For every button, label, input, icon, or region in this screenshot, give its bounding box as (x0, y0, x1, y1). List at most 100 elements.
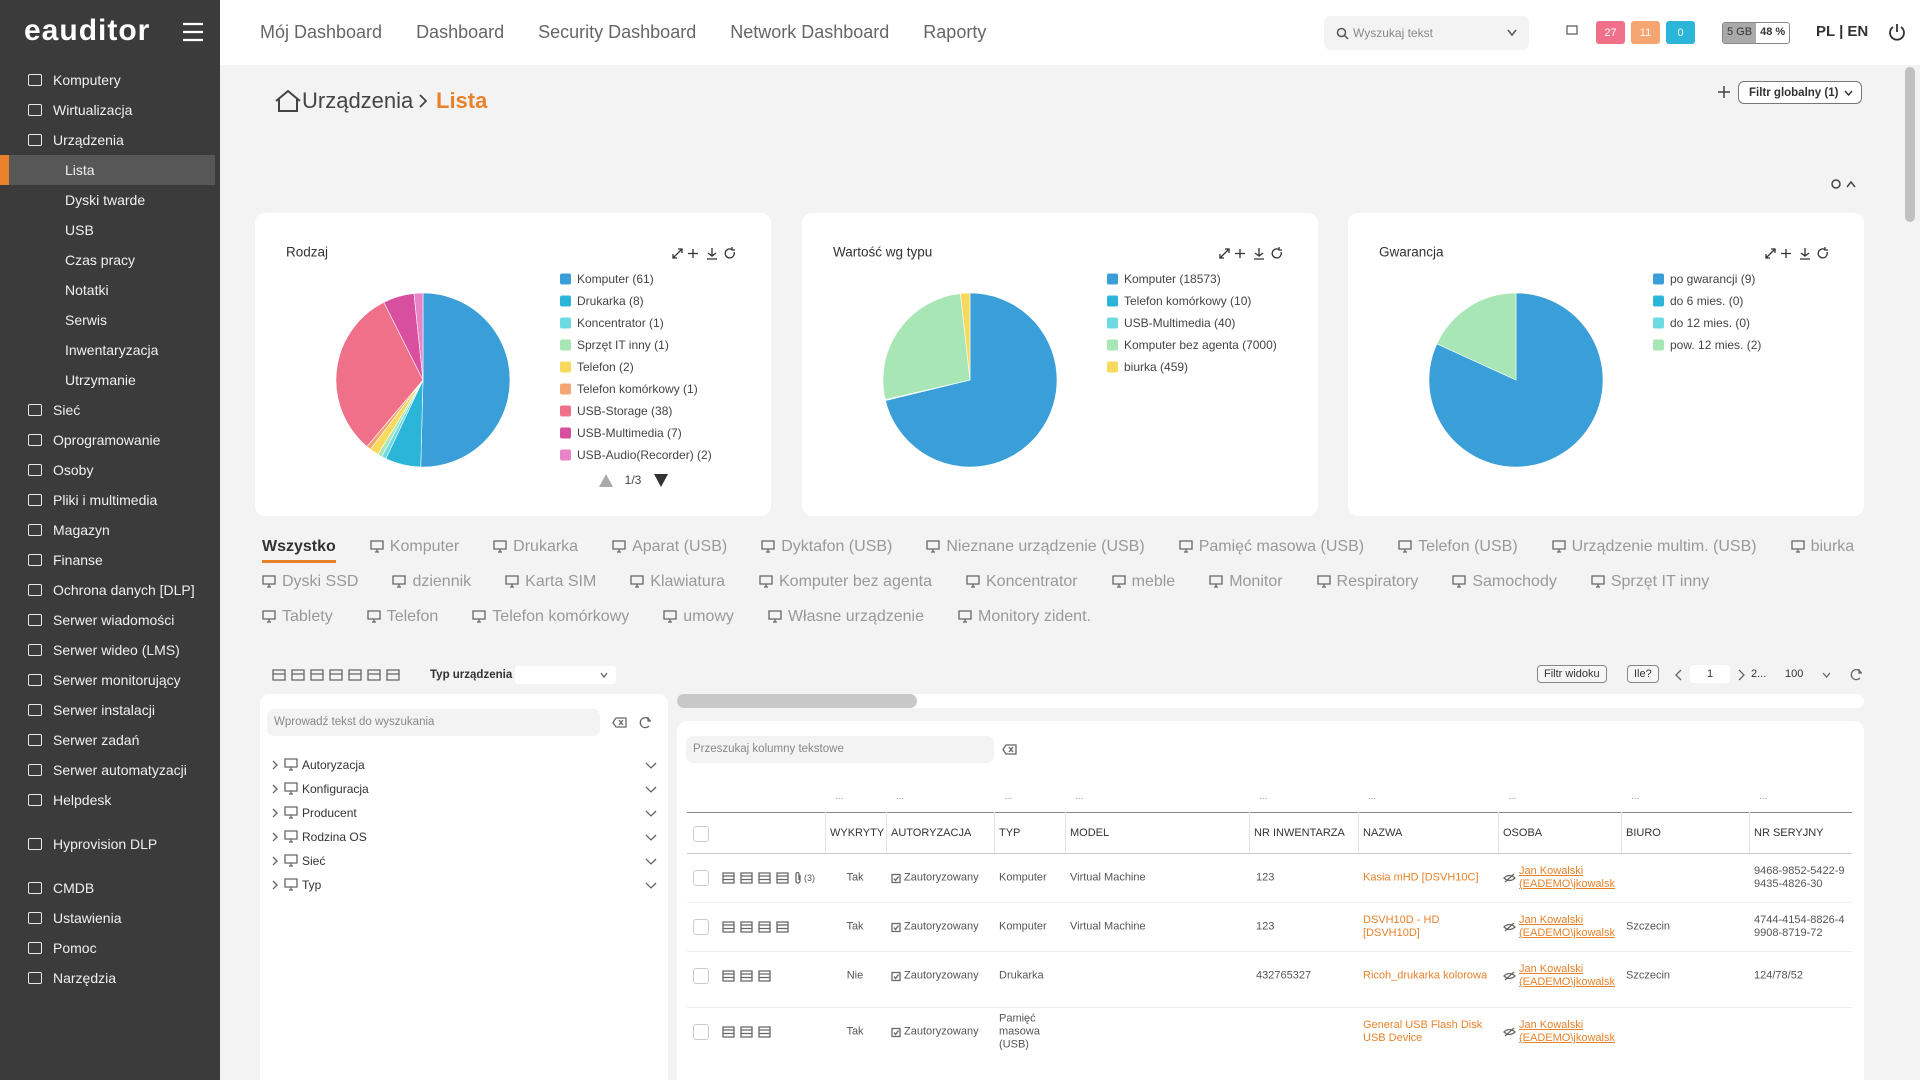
column-header[interactable]: NAZWA (1363, 827, 1403, 839)
menu-item[interactable]: Finanse (0, 545, 220, 575)
next-page[interactable] (1738, 669, 1746, 681)
menu-item[interactable]: CMDB (0, 873, 220, 903)
tree-label[interactable]: Autoryzacja (302, 758, 365, 772)
tree-label[interactable]: Sieć (302, 854, 326, 868)
menu-item[interactable]: Narzędzia (0, 963, 220, 993)
widget-settings[interactable] (1830, 177, 1860, 191)
submenu-item[interactable]: Utrzymanie (65, 372, 136, 388)
add-button[interactable] (1718, 86, 1730, 98)
tab[interactable]: Tablety (262, 608, 333, 626)
tab[interactable]: Respiratory (1316, 573, 1418, 591)
tool-icon[interactable] (386, 668, 400, 682)
search-box[interactable]: Wyszukaj tekst (1324, 16, 1529, 50)
column-header[interactable]: NR INWENTARZA (1254, 827, 1345, 839)
tree-label[interactable]: Rodzina OS (302, 830, 367, 844)
submenu-item[interactable]: Notatki (65, 282, 109, 298)
device-link[interactable]: DSVH10D - HD [DSVH10D] (1363, 914, 1440, 939)
tab[interactable]: Komputer (370, 538, 459, 556)
tool-icon[interactable] (291, 668, 305, 682)
clear-icon[interactable] (612, 717, 627, 728)
row-action-icon[interactable] (722, 1026, 735, 1038)
column-header[interactable]: OSOBA (1503, 827, 1543, 839)
clear-icon[interactable] (1002, 744, 1017, 755)
column-header[interactable]: NR SERYJNY (1754, 827, 1824, 839)
row-checkbox[interactable] (693, 1024, 709, 1040)
menu-item[interactable]: Serwer wiadomości (0, 605, 220, 635)
tree-expand[interactable] (272, 880, 279, 890)
chat-icon[interactable] (1566, 25, 1578, 37)
tree-collapse[interactable] (645, 834, 657, 841)
tab[interactable]: meble (1111, 573, 1175, 591)
page-input[interactable]: 1 (1690, 665, 1730, 683)
menu-item[interactable]: Serwer instalacji (0, 695, 220, 725)
row-action-icon[interactable] (740, 872, 753, 884)
nav-link[interactable]: Security Dashboard (538, 22, 697, 42)
nav-link[interactable]: Mój Dashboard (260, 22, 383, 42)
type-filter-select[interactable] (515, 666, 616, 684)
alert-badge[interactable]: 11 (1631, 21, 1660, 44)
logout-icon[interactable] (1888, 23, 1906, 41)
row-checkbox[interactable] (693, 968, 709, 984)
menu-item[interactable]: Sieć (0, 395, 220, 425)
global-filter[interactable]: Filtr globalny (1) (1738, 81, 1862, 104)
menu-item[interactable]: Serwer wideo (LMS) (0, 635, 220, 665)
row-checkbox[interactable] (693, 870, 709, 886)
submenu-item[interactable]: Dyski twarde (65, 192, 146, 208)
nav-link[interactable]: Dashboard (416, 22, 505, 42)
menu-toggle[interactable] (182, 22, 204, 42)
device-link[interactable]: Ricoh_drukarka kolorowa (1363, 969, 1488, 982)
alert-badge[interactable]: 0 (1666, 21, 1695, 44)
tab[interactable]: Wszystko (262, 538, 336, 563)
tree-expand[interactable] (272, 832, 279, 842)
column-header[interactable]: TYP (999, 827, 1021, 839)
tab[interactable]: Komputer bez agenta (759, 573, 932, 591)
tab[interactable]: Sprzęt IT inny (1591, 573, 1709, 591)
menu-item[interactable]: Helpdesk (0, 785, 220, 815)
column-filter-hint[interactable]: ... (1368, 791, 1377, 802)
menu-item[interactable]: Serwer zadań (0, 725, 220, 755)
menu-item[interactable]: Wirtualizacja (0, 95, 220, 125)
submenu-item[interactable]: Czas pracy (65, 252, 136, 268)
page-scrollbar[interactable] (1905, 67, 1915, 222)
person-link[interactable]: Jan Kowalski (EADEMO\jkowalsk (1519, 1019, 1615, 1044)
tab[interactable]: Dyski SSD (262, 573, 358, 591)
submenu-item[interactable]: Inwentaryzacja (65, 342, 159, 358)
view-filter-button[interactable]: Filtr widoku (1537, 665, 1607, 683)
tab[interactable]: Drukarka (493, 538, 578, 556)
refresh-icon[interactable] (1850, 668, 1863, 681)
column-header[interactable]: AUTORYZACJA (891, 827, 972, 839)
filter-search[interactable]: Wprowadź tekst do wyszukania (267, 709, 600, 736)
tool-icon[interactable] (310, 668, 324, 682)
person-link[interactable]: Jan Kowalski (EADEMO\jkowalsk (1519, 865, 1615, 890)
tab[interactable]: Monitor (1209, 573, 1283, 591)
scroll-thumb[interactable] (677, 694, 917, 708)
select-all[interactable] (693, 826, 709, 842)
device-link[interactable]: Kasia mHD [DSVH10C] (1363, 871, 1479, 884)
row-checkbox[interactable] (693, 919, 709, 935)
tab[interactable]: dziennik (392, 573, 471, 591)
column-header[interactable]: BIURO (1626, 827, 1661, 839)
menu-item[interactable]: Serwer automatyzacji (0, 755, 220, 785)
menu-item[interactable]: Urządzenia (0, 125, 220, 155)
refresh-icon[interactable] (639, 716, 652, 729)
row-action-icon[interactable] (758, 921, 771, 933)
submenu-item[interactable]: Lista (0, 155, 215, 185)
menu-item[interactable]: Pomoc (0, 933, 220, 963)
home-icon[interactable] (274, 89, 302, 113)
tree-label[interactable]: Typ (302, 878, 322, 892)
menu-item[interactable]: Ustawienia (0, 903, 220, 933)
menu-item[interactable]: Magazyn (0, 515, 220, 545)
column-filter-hint[interactable]: ... (1259, 791, 1268, 802)
row-action-icon[interactable] (776, 872, 789, 884)
column-filter-hint[interactable]: ... (1631, 791, 1640, 802)
tab[interactable]: umowy (663, 608, 734, 626)
count-button[interactable]: Ile? (1627, 665, 1659, 683)
menu-item[interactable]: Ochrona danych [DLP] (0, 575, 220, 605)
row-action-icon[interactable] (740, 921, 753, 933)
breadcrumb-parent[interactable]: Urządzenia (302, 88, 414, 113)
menu-item[interactable]: Hyprovision DLP (0, 829, 220, 859)
tab[interactable]: Monitory zident. (958, 608, 1091, 626)
person-link[interactable]: Jan Kowalski (EADEMO\jkowalsk (1519, 963, 1615, 988)
menu-item[interactable]: Serwer monitorujący (0, 665, 220, 695)
tree-collapse[interactable] (645, 786, 657, 793)
